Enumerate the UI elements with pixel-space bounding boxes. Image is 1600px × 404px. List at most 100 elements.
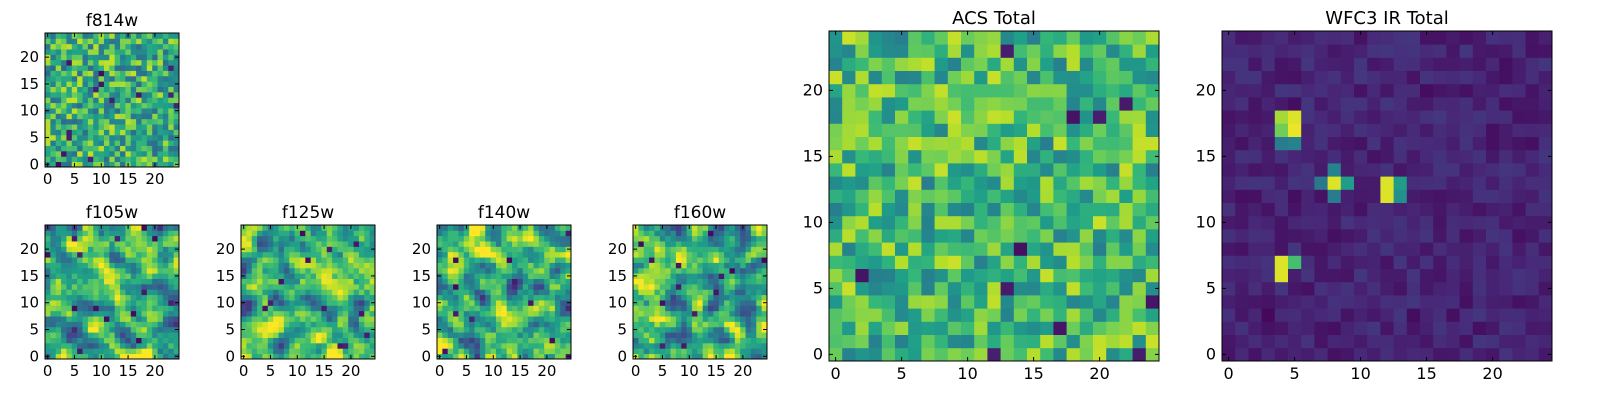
heatmap-cell	[130, 124, 137, 130]
heatmap-cell	[533, 251, 540, 258]
heatmap-cell	[1040, 97, 1054, 111]
heatmap-cell	[538, 257, 545, 263]
heatmap-cell	[829, 31, 843, 45]
heatmap-cell	[447, 305, 454, 312]
heatmap-cell	[1420, 268, 1434, 283]
heatmap-cell	[528, 241, 534, 247]
heatmap-cell	[125, 97, 132, 104]
heatmap-cell	[469, 337, 475, 344]
heatmap-cell	[168, 337, 175, 344]
heatmap-cell	[337, 257, 344, 263]
heatmap-cell	[348, 273, 354, 279]
heatmap-cell	[71, 102, 78, 109]
heatmap-cell	[1119, 189, 1133, 203]
heatmap-cell	[1486, 123, 1500, 137]
heatmap-cell	[326, 241, 333, 247]
heatmap-cell	[474, 300, 481, 306]
heatmap-cell	[756, 300, 763, 306]
heatmap-cell	[87, 300, 94, 306]
heatmap-cell	[469, 278, 475, 285]
y-tick-label: 15	[412, 267, 431, 285]
heatmap-cell	[1145, 334, 1160, 349]
heatmap-cell	[1119, 163, 1133, 177]
heatmap-cell	[1248, 321, 1262, 335]
heatmap-cell	[855, 202, 869, 217]
heatmap-cell	[262, 262, 269, 269]
heatmap-cell	[881, 347, 896, 362]
heatmap-cell	[961, 229, 975, 243]
heatmap-cell	[681, 310, 687, 317]
heatmap-cell	[855, 31, 869, 45]
heatmap-cell	[162, 65, 169, 71]
heatmap-cell	[251, 300, 258, 306]
heatmap-cell	[1538, 123, 1553, 137]
heatmap-cell	[1222, 123, 1236, 137]
heatmap-cell	[554, 235, 561, 242]
heatmap-cell	[463, 289, 470, 296]
heatmap-cell	[1446, 110, 1460, 124]
heatmap-cell	[125, 81, 132, 87]
heatmap-cell	[109, 289, 116, 296]
heatmap-cell	[120, 33, 126, 39]
heatmap-cell	[1106, 44, 1120, 58]
heatmap-cell	[157, 326, 164, 333]
heatmap-cell	[278, 305, 285, 312]
heatmap-cell	[1446, 242, 1460, 256]
heatmap-cell	[437, 310, 443, 317]
heatmap-cell	[1314, 268, 1328, 283]
heatmap-cell	[665, 251, 671, 258]
heatmap-cell	[987, 136, 1001, 151]
heatmap-cell	[1145, 136, 1160, 151]
heatmap-cell	[1288, 97, 1302, 111]
heatmap-cell	[326, 246, 333, 253]
heatmap-cell	[283, 294, 290, 301]
heatmap-cell	[987, 268, 1001, 283]
heatmap-cell	[474, 251, 481, 258]
heatmap-cell	[565, 310, 572, 317]
heatmap-cell	[1013, 321, 1028, 335]
heatmap-cell	[87, 118, 94, 125]
heatmap-cell	[50, 70, 57, 77]
heatmap-cell	[157, 273, 164, 279]
heatmap-cell	[761, 283, 768, 290]
panel-f105w-title: f105w	[86, 203, 138, 223]
heatmap-cell	[246, 348, 253, 355]
heatmap-cell	[659, 246, 666, 253]
heatmap-cell	[77, 59, 83, 66]
heatmap-cell	[697, 262, 704, 269]
heatmap-cell	[934, 295, 949, 309]
heatmap-cell	[1486, 57, 1500, 71]
heatmap-cell	[1472, 308, 1487, 322]
heatmap-cell	[855, 281, 869, 296]
heatmap-cell	[1327, 189, 1342, 203]
heatmap-cell	[364, 305, 371, 312]
heatmap-cell	[1512, 308, 1526, 322]
heatmap-cell	[82, 75, 89, 82]
heatmap-cell	[554, 251, 561, 258]
heatmap-cell	[267, 289, 274, 296]
heatmap-cell	[125, 337, 132, 344]
heatmap-cell	[1340, 149, 1355, 164]
heatmap-cell	[1288, 44, 1302, 58]
heatmap-cell	[246, 289, 253, 296]
heatmap-cell	[740, 235, 746, 242]
heatmap-cell	[1288, 334, 1302, 349]
heatmap-cell	[506, 337, 513, 344]
heatmap-cell	[152, 230, 158, 237]
heatmap-cell	[109, 54, 116, 61]
heatmap-cell	[908, 70, 922, 85]
heatmap-cell	[544, 230, 550, 237]
heatmap-cell	[146, 332, 153, 338]
heatmap-cell	[98, 310, 105, 317]
heatmap-cell	[1301, 202, 1315, 217]
heatmap-cell	[1393, 83, 1408, 98]
heatmap-cell	[734, 332, 741, 338]
heatmap-cell	[1525, 83, 1540, 98]
heatmap-cell	[987, 123, 1001, 137]
heatmap-cell	[544, 283, 550, 290]
heatmap-cell	[173, 241, 180, 247]
heatmap-cell	[1288, 149, 1302, 164]
heatmap-cell	[353, 283, 360, 290]
heatmap-cell	[485, 321, 491, 328]
heatmap-cell	[55, 278, 62, 285]
